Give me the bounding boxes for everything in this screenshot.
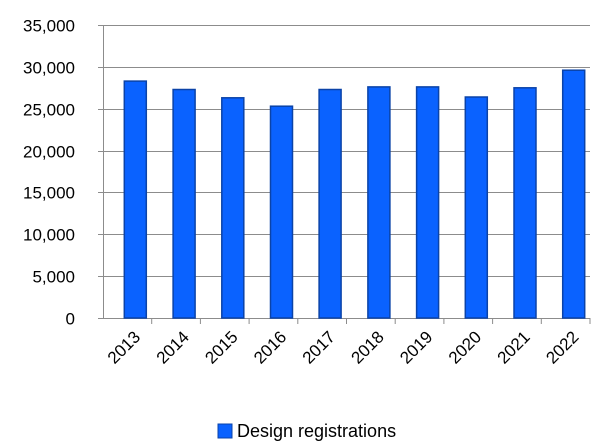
y-tick-label: 15,000 — [23, 184, 75, 203]
y-tick-label: 0 — [66, 310, 75, 329]
y-tick-label: 35,000 — [23, 17, 75, 36]
x-tick-label: 2017 — [299, 327, 339, 367]
x-tick-label: 2014 — [153, 327, 193, 367]
bar-2018 — [367, 86, 391, 319]
y-tick-label: 30,000 — [23, 59, 75, 78]
bars — [123, 69, 586, 319]
bar-2017 — [318, 88, 342, 319]
y-tick-labels: 0 5,000 10,000 15,000 20,000 25,000 30,000 35,0… — [23, 17, 75, 329]
bar-2013 — [123, 80, 148, 319]
legend: Design registrations — [217, 421, 396, 441]
bar-2016 — [269, 105, 294, 319]
x-tick-label: 2015 — [201, 327, 241, 367]
x-tick-label: 2018 — [348, 327, 388, 367]
x-tick-labels: 2013 2014 2015 2016 2017 2018 2019 2020 2021 2022 — [104, 327, 583, 367]
y-tick-label: 25,000 — [23, 101, 75, 120]
bar-2021 — [513, 87, 537, 319]
legend-swatch — [217, 423, 233, 439]
y-tick-label: 5,000 — [32, 268, 75, 287]
bar-2020 — [464, 96, 489, 319]
bar-2022 — [561, 69, 586, 319]
x-tick-label: 2020 — [445, 327, 485, 367]
legend-label: Design registrations — [237, 421, 396, 441]
bar-2019 — [415, 86, 440, 319]
x-tick-label: 2021 — [494, 327, 534, 367]
bar-2015 — [221, 97, 245, 319]
x-tick-label: 2022 — [542, 327, 582, 367]
x-tick-label: 2013 — [104, 327, 144, 367]
x-tick-label: 2019 — [396, 327, 436, 367]
y-tick-label: 10,000 — [23, 226, 75, 245]
x-tick-label: 2016 — [250, 327, 290, 367]
y-tick-label: 20,000 — [23, 143, 75, 162]
bar-2014 — [172, 88, 196, 319]
